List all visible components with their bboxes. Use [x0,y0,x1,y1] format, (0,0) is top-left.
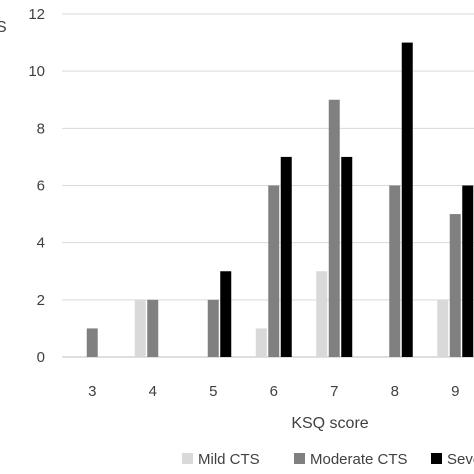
bar [316,271,328,357]
x-tick-label: 7 [330,383,338,400]
x-tick-label: 5 [209,383,217,400]
legend-swatch [182,453,193,464]
x-tick-labels: 3 4 5 6 7 8 9 [88,383,459,400]
y-tick-label: 0 [37,349,45,366]
legend-swatch [294,453,305,464]
y-tick-label: 8 [37,120,45,137]
bar [328,99,340,357]
x-tick-label: 8 [391,383,399,400]
y-tick-label: 4 [37,235,45,252]
y-tick-label: 6 [37,178,45,195]
bars [86,42,474,357]
bar [462,185,474,357]
legend-swatch [431,453,442,464]
x-axis-label: KSQ score [291,415,368,432]
legend-label: Mild CTS [198,451,260,468]
bar [437,299,449,357]
bar [207,299,219,357]
y-tick-label: 10 [28,63,45,80]
bar [255,328,267,357]
y-tick-label: 12 [28,6,45,23]
bar [401,42,413,357]
x-tick-label: 4 [149,383,157,400]
y-tick-label: 2 [37,292,45,309]
x-tick-label: 3 [88,383,96,400]
legend-label: Moderate CTS [310,451,408,468]
legend: Mild CTS Moderate CTS Seve [182,451,474,468]
bar [268,185,280,357]
x-tick-label: 6 [270,383,278,400]
bar [86,328,98,357]
x-tick-label: 9 [451,383,459,400]
legend-label: Seve [447,451,474,468]
bar [280,156,292,357]
y-axis-label: S [0,19,7,36]
y-tick-labels: 0 2 4 6 8 10 12 [28,6,45,366]
bar [341,156,353,357]
bar [134,299,146,357]
bar [147,299,159,357]
bar [220,271,232,357]
bar [449,214,461,357]
bar [389,185,401,357]
